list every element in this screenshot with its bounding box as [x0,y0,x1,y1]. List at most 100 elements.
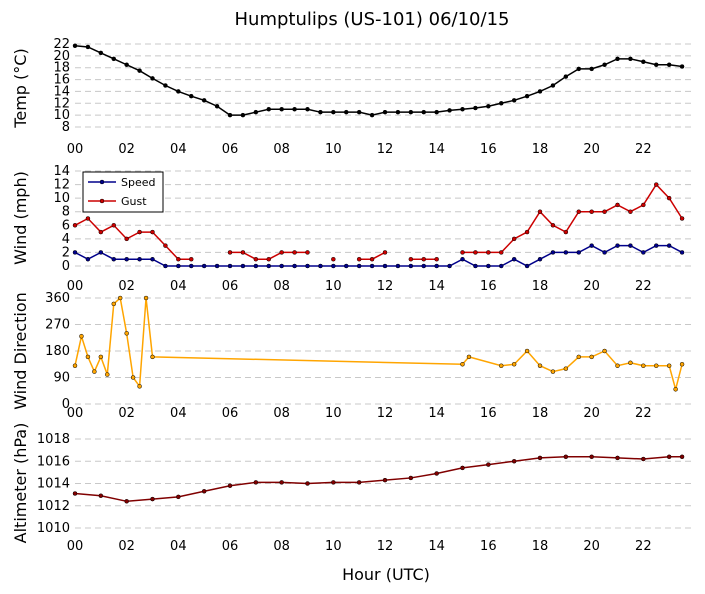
data-point [421,263,426,269]
data-point [499,263,504,269]
data-point [124,256,129,262]
data-point [537,363,543,368]
x-tick-label: 10 [325,539,342,554]
data-point [98,229,104,235]
x-tick-label: 18 [532,142,549,157]
data-point [318,263,323,269]
data-point [641,456,646,462]
x-tick-label: 06 [222,406,239,421]
data-point [486,104,491,109]
data-point [72,250,78,255]
data-point [105,372,110,377]
data-point [460,250,465,255]
x-tick-label: 02 [118,539,135,554]
data-point [331,480,336,485]
data-point [72,491,78,496]
x-tick-label: 22 [635,406,652,421]
data-point [382,263,388,269]
data-point [550,250,556,255]
y-tick-label: 2 [62,245,70,260]
data-point [79,334,84,339]
data-point [666,363,672,368]
x-tick-label: 02 [118,142,135,157]
data-point [486,250,491,255]
data-point [679,250,685,255]
legend-marker [99,179,105,185]
data-point [124,236,129,242]
data-point [201,263,207,269]
x-tick-label: 20 [583,406,600,421]
data-point [563,366,569,371]
series-line [74,217,192,260]
y-tick-label: 6 [62,218,70,233]
x-tick-label: 12 [377,539,394,554]
x-tick-label: 06 [222,142,239,157]
data-point [137,384,142,389]
x-tick-label: 12 [377,142,394,157]
data-point [98,493,104,498]
x-tick-label: 12 [377,406,394,421]
legend-marker [99,198,105,204]
x-tick-label: 10 [325,142,342,157]
data-point [524,263,530,269]
data-point [666,195,672,201]
data-point [111,223,116,228]
data-point [356,256,362,262]
x-tick-label: 06 [222,279,239,294]
data-point [130,375,136,380]
data-point [628,360,633,366]
x-tick-label: 14 [428,539,445,554]
data-point [72,363,78,368]
data-point [666,243,672,248]
data-point [266,263,271,269]
y-tick-label: 90 [53,371,70,386]
data-point [550,83,556,88]
data-point [176,263,181,269]
data-point [537,209,543,214]
y-tick-label: 8 [62,120,70,135]
chart-title: Humptulips (US-101) 06/10/15 [235,9,510,30]
data-point [117,295,123,301]
data-point [227,250,233,255]
legend-label: Gust [121,195,147,208]
data-point [111,256,116,262]
data-point [163,243,168,248]
data-point [499,250,504,255]
y-axis-label: Wind (mph) [11,171,30,265]
data-point [511,256,517,262]
data-point [98,354,104,360]
data-point [85,44,91,50]
data-point [356,109,362,115]
data-point [253,256,259,262]
y-tick-label: 1014 [37,477,70,492]
data-point [447,263,452,269]
data-point [331,263,336,269]
x-tick-label: 20 [583,539,600,554]
data-point [654,243,659,248]
data-point [460,106,465,112]
data-point [240,263,246,269]
data-point [434,109,439,115]
data-point [72,43,78,49]
data-point [421,109,426,115]
x-tick-label: 04 [170,279,187,294]
data-point [253,109,259,115]
data-point [524,348,530,354]
x-tick-label: 14 [428,142,445,157]
data-point [176,494,181,500]
data-point [227,112,233,118]
data-point [589,354,594,360]
data-point [602,62,607,67]
data-point [563,454,569,460]
y-tick-label: 10 [53,108,70,123]
x-tick-label: 10 [325,406,342,421]
data-point [550,223,556,228]
x-tick-label: 22 [635,142,652,157]
data-point [576,209,581,214]
data-point [615,243,620,248]
series-line [74,296,683,393]
data-point [189,263,194,269]
y-tick-label: 1018 [37,432,70,447]
data-point [466,354,472,360]
data-point [447,108,452,113]
